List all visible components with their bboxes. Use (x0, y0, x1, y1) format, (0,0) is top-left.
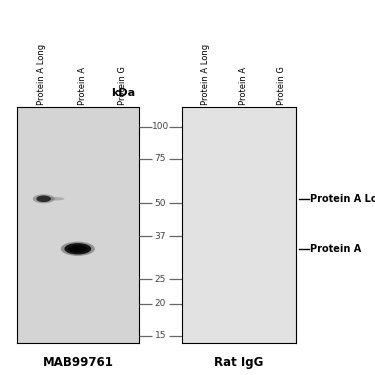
Text: Protein A Long: Protein A Long (310, 194, 375, 204)
Text: Protein A Long: Protein A Long (37, 44, 46, 105)
Text: 15: 15 (154, 331, 166, 340)
Ellipse shape (47, 197, 64, 201)
Text: 25: 25 (154, 275, 166, 284)
Ellipse shape (36, 195, 51, 202)
Text: kDa: kDa (111, 87, 135, 98)
Text: Protein A: Protein A (78, 67, 87, 105)
Ellipse shape (33, 194, 55, 203)
Text: 50: 50 (154, 199, 166, 208)
Text: Protein G: Protein G (118, 66, 128, 105)
Ellipse shape (61, 242, 95, 256)
Text: 75: 75 (154, 154, 166, 163)
Text: Protein G: Protein G (277, 66, 286, 105)
Text: 100: 100 (152, 122, 169, 131)
Text: Rat IgG: Rat IgG (214, 356, 264, 369)
Text: MAB99761: MAB99761 (42, 356, 113, 369)
Text: Protein A Long: Protein A Long (201, 44, 210, 105)
Text: Protein A: Protein A (239, 67, 248, 105)
Text: Protein A: Protein A (310, 244, 362, 254)
Text: 20: 20 (154, 299, 166, 308)
Text: 37: 37 (154, 232, 166, 241)
Ellipse shape (64, 243, 91, 255)
Ellipse shape (68, 245, 87, 253)
